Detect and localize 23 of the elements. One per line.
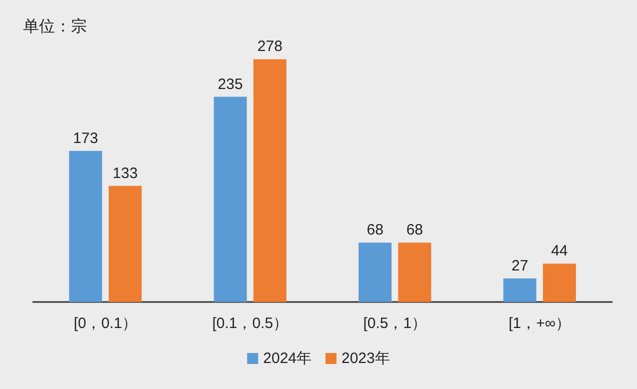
bar <box>253 59 286 302</box>
bar <box>358 242 392 302</box>
bar <box>69 150 102 302</box>
data-label: 133 <box>112 164 138 182</box>
data-label: 68 <box>366 222 384 239</box>
data-label: 173 <box>73 130 98 147</box>
bar <box>398 242 432 302</box>
bar <box>108 186 142 302</box>
data-label: 27 <box>511 257 528 274</box>
x-tick-label: [0，0.1） <box>74 315 138 332</box>
legend-label: 2024年 <box>263 350 312 367</box>
x-tick-label: [0.5，1） <box>363 315 427 332</box>
x-tick-label: [0.1，0.5） <box>212 315 288 332</box>
x-tick-label: [1，+∞） <box>508 315 571 332</box>
data-label: 278 <box>257 38 282 56</box>
data-label: 235 <box>218 76 243 93</box>
legend-label: 2023年 <box>342 350 390 367</box>
bar <box>503 278 536 302</box>
bar <box>542 264 576 302</box>
data-label: 68 <box>406 222 424 239</box>
data-label: 44 <box>551 242 568 260</box>
y-axis-title: 单位：宗 <box>23 18 87 36</box>
bar <box>214 96 247 302</box>
